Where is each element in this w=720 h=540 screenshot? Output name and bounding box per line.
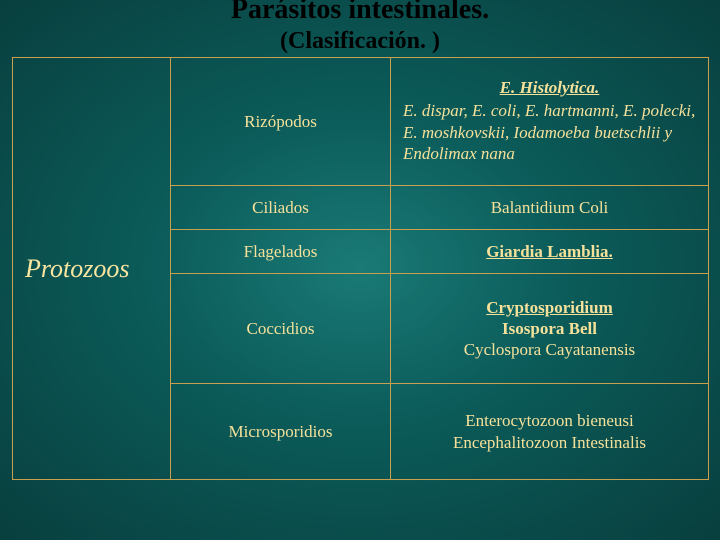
page-title-line2: (Clasificación. ): [0, 28, 720, 55]
cell-mid-coccidios: Coccidios: [171, 274, 391, 384]
rizopodos-rest: E. dispar, E. coli, E. hartmanni, E. pol…: [399, 98, 700, 166]
coccidios-line2: Isospora Bell: [399, 318, 700, 339]
cell-mid-ciliados: Ciliados: [171, 186, 391, 230]
cell-mid-flagelados: Flagelados: [171, 230, 391, 274]
coccidios-line3: Cyclospora Cayatanensis: [399, 339, 700, 360]
rizopodos-emph: E. Histolytica.: [500, 78, 600, 97]
cell-mid-rizopodos: Rizópodos: [171, 58, 391, 186]
table-row: Protozoos Rizópodos E. Histolytica. E. d…: [13, 58, 709, 186]
cell-right-rizopodos: E. Histolytica. E. dispar, E. coli, E. h…: [391, 58, 709, 186]
cell-right-ciliados: Balantidium Coli: [391, 186, 709, 230]
cell-mid-microsporidios: Microsporidios: [171, 384, 391, 480]
cell-right-coccidios: Cryptosporidium Isospora Bell Cyclospora…: [391, 274, 709, 384]
cell-right-microsporidios: Enterocytozoon bieneusi Encephalitozoon …: [391, 384, 709, 480]
coccidios-line1: Cryptosporidium: [399, 297, 700, 318]
classification-table: Protozoos Rizópodos E. Histolytica. E. d…: [12, 57, 709, 480]
cell-right-flagelados: Giardia Lamblia.: [391, 230, 709, 274]
protozoos-header: Protozoos: [13, 58, 171, 480]
page-title-line1: Parásitos intestinales.: [0, 0, 720, 26]
microsporidios-line2: Encephalitozoon Intestinalis: [399, 432, 700, 453]
microsporidios-line1: Enterocytozoon bieneusi: [399, 410, 700, 431]
